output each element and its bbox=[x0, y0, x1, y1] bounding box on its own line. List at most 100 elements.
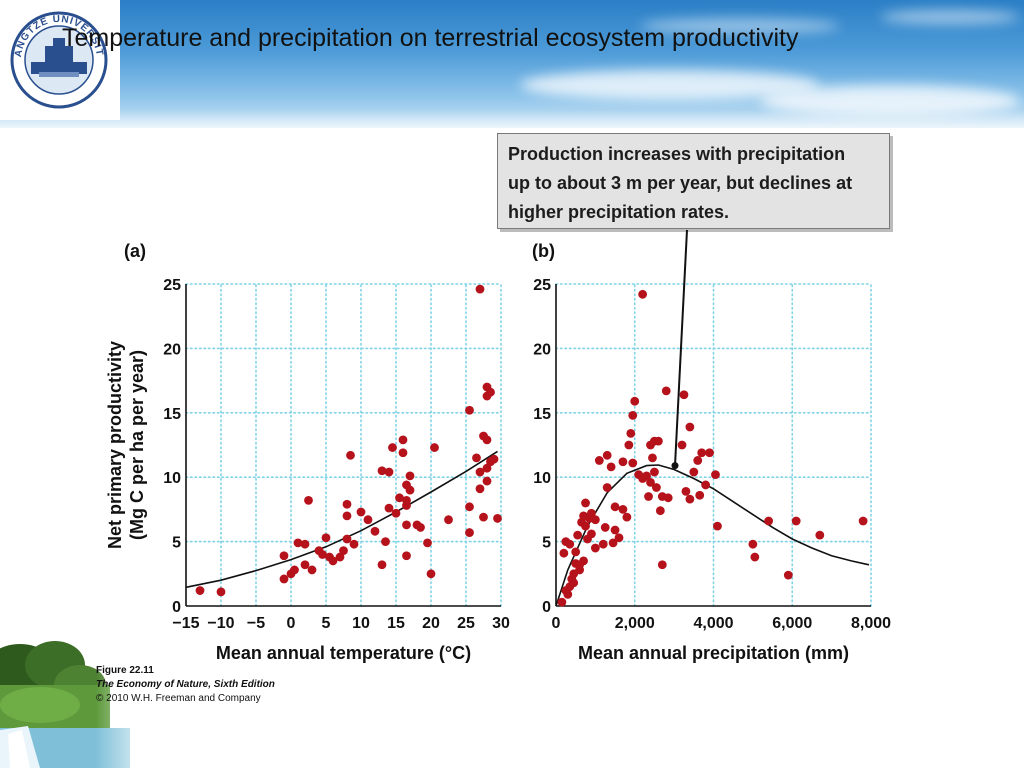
data-point bbox=[398, 448, 408, 458]
data-point bbox=[695, 490, 705, 500]
y-tick-label: 5 bbox=[542, 535, 551, 552]
data-point bbox=[342, 511, 352, 521]
data-point bbox=[677, 440, 687, 450]
data-point bbox=[486, 387, 495, 397]
data-point bbox=[565, 539, 575, 549]
x-tick-label: 4,000 bbox=[693, 615, 733, 632]
y-tick-label: 20 bbox=[533, 341, 551, 358]
data-point bbox=[475, 484, 485, 494]
data-point bbox=[573, 530, 583, 540]
data-point bbox=[349, 539, 359, 549]
y-tick-label: 0 bbox=[172, 599, 181, 616]
data-point bbox=[606, 462, 616, 472]
data-point bbox=[653, 436, 663, 446]
data-point bbox=[697, 448, 707, 458]
y-tick-label: 15 bbox=[163, 406, 181, 423]
data-point bbox=[791, 516, 801, 526]
data-point bbox=[711, 470, 720, 480]
landscape-decoration bbox=[0, 630, 160, 768]
data-point bbox=[602, 450, 612, 460]
data-point bbox=[815, 530, 825, 540]
data-point bbox=[321, 533, 331, 543]
data-point bbox=[472, 453, 481, 463]
data-point bbox=[363, 515, 373, 525]
data-point bbox=[679, 390, 689, 400]
data-point bbox=[559, 548, 569, 558]
data-point bbox=[764, 516, 774, 526]
data-point bbox=[701, 480, 711, 490]
slide-title: Temperature and precipitation on terrest… bbox=[62, 24, 799, 52]
data-point bbox=[328, 556, 338, 566]
data-point bbox=[579, 556, 588, 566]
data-point bbox=[377, 560, 387, 570]
panel-label: (b) bbox=[532, 241, 555, 261]
data-point bbox=[618, 457, 628, 467]
data-point bbox=[377, 466, 387, 476]
x-tick-label: 25 bbox=[457, 615, 475, 632]
data-point bbox=[557, 597, 567, 607]
data-point bbox=[610, 502, 620, 512]
data-point bbox=[602, 483, 612, 492]
data-point bbox=[571, 547, 581, 557]
data-point bbox=[661, 386, 671, 396]
data-point bbox=[581, 498, 590, 508]
data-point bbox=[648, 453, 657, 463]
x-tick-label: 15 bbox=[387, 615, 405, 632]
data-point bbox=[705, 448, 714, 458]
data-point bbox=[610, 525, 620, 535]
data-point bbox=[650, 467, 659, 477]
data-point bbox=[402, 551, 411, 561]
data-point bbox=[405, 471, 415, 481]
x-tick-label: 6,000 bbox=[772, 615, 812, 632]
figure-book: The Economy of Nature, Sixth Edition bbox=[96, 679, 275, 690]
x-tick-label: 20 bbox=[422, 615, 440, 632]
x-tick-label: 8,000 bbox=[851, 615, 891, 632]
x-tick-label: 10 bbox=[352, 615, 370, 632]
data-point bbox=[479, 512, 488, 522]
data-point bbox=[465, 502, 474, 512]
y-tick-label: 20 bbox=[163, 341, 181, 358]
data-point bbox=[423, 538, 432, 548]
x-tick-label: 0 bbox=[287, 615, 296, 632]
y-tick-label: 0 bbox=[542, 599, 551, 616]
data-point bbox=[381, 537, 390, 546]
data-point bbox=[685, 494, 695, 504]
data-point bbox=[624, 440, 634, 450]
data-point bbox=[783, 570, 793, 580]
x-tick-label: −5 bbox=[247, 615, 265, 632]
data-point bbox=[598, 539, 608, 549]
data-point bbox=[681, 486, 691, 496]
data-point bbox=[685, 422, 695, 432]
data-point bbox=[402, 520, 411, 530]
data-point bbox=[279, 574, 289, 584]
data-point bbox=[600, 523, 610, 532]
data-point bbox=[339, 546, 348, 556]
data-point bbox=[493, 514, 502, 523]
figure-caption: Figure 22.11 The Economy of Nature, Sixt… bbox=[96, 664, 275, 706]
data-point bbox=[384, 467, 394, 477]
data-point bbox=[628, 410, 638, 420]
y-tick-label: 25 bbox=[533, 277, 551, 294]
data-point bbox=[622, 512, 632, 522]
data-point bbox=[630, 396, 640, 406]
data-point bbox=[482, 476, 492, 486]
university-logo: YANGTZE UNIVERSITY bbox=[9, 10, 108, 109]
data-point bbox=[590, 543, 600, 553]
data-point bbox=[642, 471, 651, 481]
x-tick-label: 5 bbox=[322, 615, 331, 632]
data-point bbox=[563, 590, 573, 599]
data-point bbox=[587, 508, 596, 518]
data-point bbox=[402, 501, 411, 510]
data-point bbox=[858, 516, 868, 526]
x-tick-label: −15 bbox=[172, 615, 199, 632]
data-point bbox=[587, 529, 596, 539]
data-point bbox=[465, 405, 474, 415]
data-point bbox=[482, 463, 492, 473]
y-axis-label-line1: Net primary productivity bbox=[105, 341, 125, 549]
x-tick-label: −10 bbox=[207, 615, 234, 632]
data-point bbox=[475, 467, 485, 477]
data-point bbox=[398, 435, 408, 445]
data-point bbox=[216, 587, 226, 597]
data-point bbox=[693, 456, 703, 465]
